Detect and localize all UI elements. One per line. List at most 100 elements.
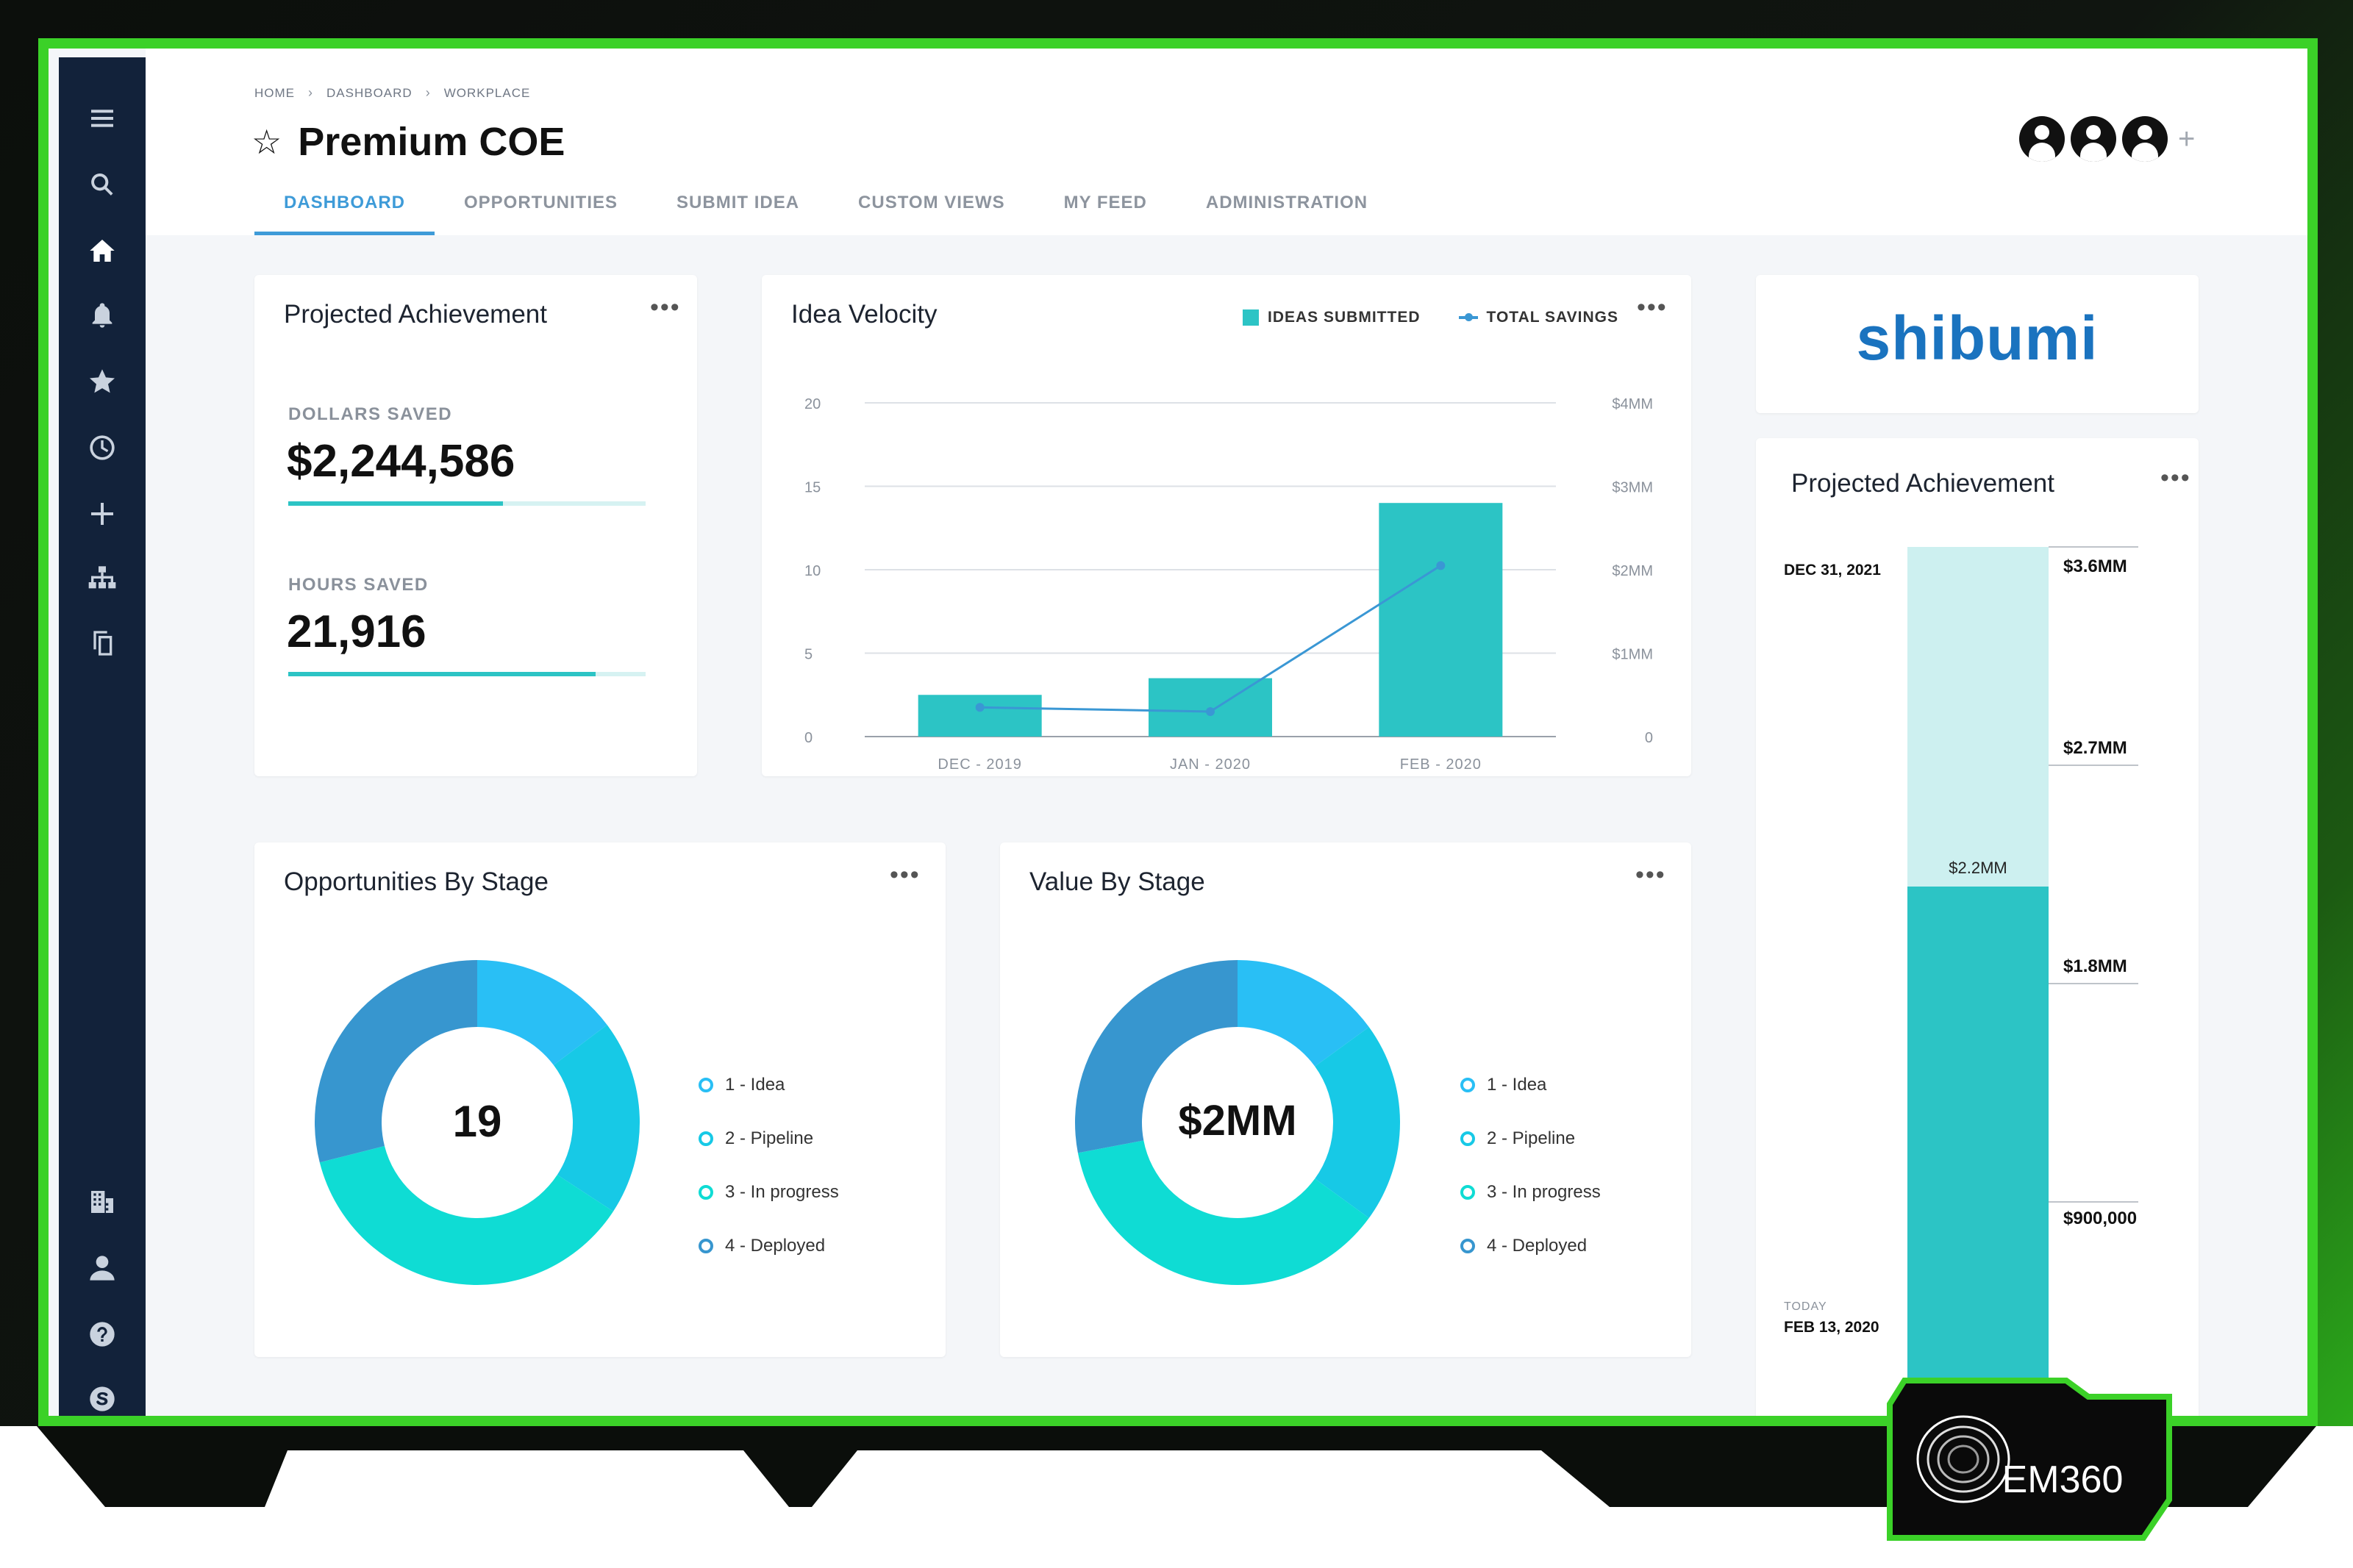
value-donut-chart — [1075, 960, 1400, 1285]
favorite-star-icon[interactable]: ☆ — [251, 123, 282, 161]
team-avatars: + — [2019, 116, 2195, 162]
add-user-button[interactable]: + — [2178, 122, 2196, 155]
header — [146, 49, 2307, 235]
legend-item[interactable]: 1 - Idea — [699, 1075, 839, 1095]
tab-submit-idea[interactable]: SUBMIT IDEA — [676, 193, 800, 212]
tab-my-feed[interactable]: MY FEED — [1063, 193, 1147, 212]
hours-saved-value: 21,916 — [287, 606, 426, 657]
current-value-label: $2.2MM — [1949, 859, 2007, 877]
x-tick-label: JAN - 2020 — [1170, 756, 1251, 773]
avatar[interactable] — [2019, 116, 2065, 162]
stage-ring-icon — [699, 1239, 713, 1253]
home-icon[interactable] — [59, 225, 146, 276]
title-row: ☆ Premium COE — [251, 119, 565, 165]
donut-slice[interactable] — [1075, 960, 1238, 1153]
scale-label: $3.6MM — [2063, 556, 2127, 576]
more-options-icon[interactable]: ••• — [650, 293, 681, 321]
hours-progress-fill — [288, 672, 596, 676]
legend-label: 3 - In progress — [1487, 1182, 1601, 1202]
x-tick-label: FEB - 2020 — [1400, 756, 1482, 773]
em360-badge: EM360 — [1887, 1378, 2172, 1541]
clock-icon[interactable] — [59, 422, 146, 473]
legend-item[interactable]: 2 - Pipeline — [699, 1128, 839, 1149]
avatar[interactable] — [2122, 116, 2168, 162]
today-date-label: FEB 13, 2020 — [1784, 1319, 1879, 1336]
sidebar — [59, 57, 146, 1416]
menu-icon[interactable] — [59, 93, 146, 144]
y-tick-label: 15 — [804, 480, 821, 496]
search-icon[interactable] — [59, 159, 146, 210]
tab-custom-views[interactable]: CUSTOM VIEWS — [858, 193, 1005, 212]
tab-opportunities[interactable]: OPPORTUNITIES — [464, 193, 618, 212]
legend-item[interactable]: 3 - In progress — [1460, 1182, 1601, 1203]
more-options-icon[interactable]: ••• — [890, 861, 921, 889]
donut-slice[interactable] — [1077, 1140, 1369, 1285]
legend-item[interactable]: 4 - Deployed — [699, 1236, 839, 1256]
donut-slice[interactable] — [314, 960, 477, 1163]
more-options-icon[interactable]: ••• — [1635, 861, 1666, 889]
stage-ring-icon — [1460, 1239, 1475, 1253]
y2-tick-label: 0 — [1645, 730, 1653, 746]
point-total-savings[interactable] — [1436, 561, 1446, 570]
value-by-stage-card: Value By Stage ••• $2MM 1 - Idea 2 - Pip… — [1000, 842, 1691, 1357]
legend-item[interactable]: 1 - Idea — [1460, 1075, 1601, 1095]
x-tick-label: DEC - 2019 — [938, 756, 1022, 773]
donut-center-count: 19 — [452, 1097, 502, 1146]
badge-frame — [1887, 1378, 2172, 1541]
bar-ideas-submitted[interactable] — [918, 695, 1042, 737]
donut-slice[interactable] — [477, 960, 607, 1065]
idea-velocity-card: Idea Velocity IDEAS SUBMITTED TOTAL SAVI… — [762, 275, 1691, 776]
legend-ideas-submitted: IDEAS SUBMITTED — [1268, 309, 1421, 326]
badge-text: EM360 — [2002, 1458, 2124, 1501]
user-icon[interactable] — [59, 1242, 146, 1294]
legend-swatch-line — [1458, 313, 1478, 321]
donut-slice[interactable] — [553, 1025, 640, 1211]
breadcrumb-workplace[interactable]: WORKPLACE — [443, 85, 531, 100]
legend-item[interactable]: 4 - Deployed — [1460, 1236, 1601, 1256]
scale-label: $2.7MM — [2063, 738, 2127, 758]
point-total-savings[interactable] — [975, 703, 985, 712]
donut-slice[interactable] — [319, 1145, 614, 1286]
donut-slice[interactable] — [1238, 960, 1369, 1067]
y2-tick-label: $1MM — [1612, 647, 1653, 663]
y2-tick-label: $3MM — [1612, 480, 1653, 496]
bar-ideas-submitted[interactable] — [1379, 503, 1503, 737]
building-icon[interactable] — [59, 1176, 146, 1228]
skype-icon[interactable] — [59, 1373, 146, 1416]
card-title: Opportunities By Stage — [284, 867, 549, 896]
stage-ring-icon — [699, 1131, 713, 1146]
stage-legend: 1 - Idea 2 - Pipeline 3 - In progress 4 … — [699, 1075, 839, 1256]
help-icon[interactable] — [59, 1309, 146, 1360]
scale-label: $1.8MM — [2063, 956, 2127, 976]
logo-card: shibumi — [1756, 275, 2199, 413]
legend-item[interactable]: 3 - In progress — [699, 1182, 839, 1203]
y2-tick-label: $4MM — [1612, 396, 1653, 412]
legend-label: 2 - Pipeline — [725, 1128, 814, 1148]
breadcrumb-home[interactable]: HOME — [254, 85, 295, 100]
opportunities-donut-chart — [314, 960, 640, 1286]
org-chart-icon[interactable] — [59, 553, 146, 604]
dollars-saved-label: DOLLARS SAVED — [288, 404, 453, 424]
dollars-progress-fill — [288, 501, 503, 506]
legend-item[interactable]: 2 - Pipeline — [1460, 1128, 1601, 1149]
tab-administration[interactable]: ADMINISTRATION — [1205, 193, 1368, 212]
legend-label: 2 - Pipeline — [1487, 1128, 1576, 1148]
today-label: TODAY — [1784, 1300, 1827, 1313]
chevron-right-icon: › — [425, 85, 431, 100]
donut-center-value: $2MM — [1178, 1097, 1297, 1145]
y-tick-label: 20 — [804, 396, 821, 412]
card-title: Projected Achievement — [284, 300, 547, 329]
stage-ring-icon — [1460, 1131, 1475, 1146]
breadcrumb-dashboard[interactable]: DASHBOARD — [326, 85, 413, 100]
donut-slice[interactable] — [1315, 1027, 1400, 1218]
star-icon[interactable] — [59, 356, 146, 407]
projected-achievement-chart: $2.2MM $3.6MM $2.7MM $1.8MM $900,000 DEC 31, … — [1784, 546, 2138, 1416]
bell-icon[interactable] — [59, 290, 146, 341]
copy-icon[interactable] — [59, 617, 146, 669]
point-total-savings[interactable] — [1206, 706, 1215, 716]
avatar[interactable] — [2071, 116, 2116, 162]
current-bar[interactable] — [1907, 887, 2049, 1416]
plus-icon[interactable] — [59, 488, 146, 540]
tab-dashboard[interactable]: DASHBOARD — [254, 190, 435, 235]
card-title: Projected Achievement — [1791, 469, 2054, 498]
